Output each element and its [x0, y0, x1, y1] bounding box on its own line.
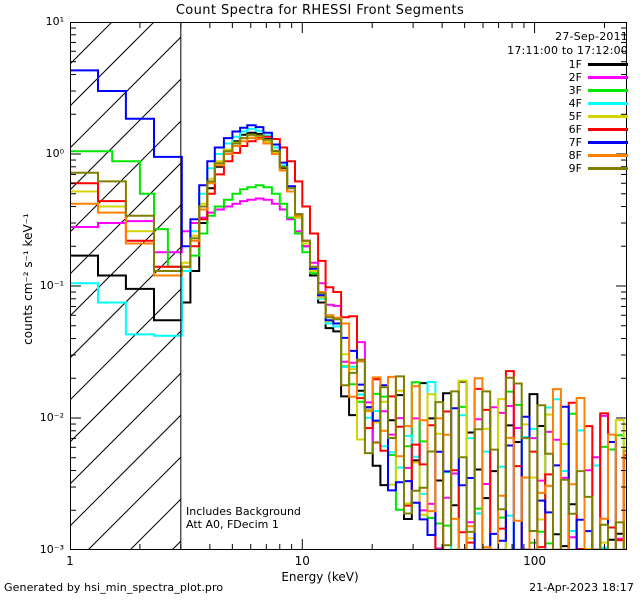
hatched-region — [70, 22, 181, 550]
legend-item-4f: 4F — [438, 97, 628, 110]
legend-item-label: 9F — [568, 162, 582, 175]
legend-item-5f: 5F — [438, 110, 628, 123]
legend-item-label: 7F — [568, 136, 582, 149]
footer-generated-by: Generated by hsi_min_spectra_plot.pro — [4, 581, 224, 594]
legend-color-swatch — [588, 167, 628, 170]
x-tick-label: 100 — [523, 554, 547, 568]
series-line-9f — [70, 133, 627, 550]
legend-time-range: 17:11:00 to 17:12:00 — [507, 44, 628, 57]
legend-color-swatch — [588, 63, 628, 66]
legend-color-swatch — [588, 102, 628, 105]
footer-timestamp: 21-Apr-2023 18:17 — [529, 581, 634, 594]
y-tick-label: 10⁰ — [45, 147, 64, 160]
legend-item-1f: 1F — [438, 58, 628, 71]
legend-item-8f: 8F — [438, 149, 628, 162]
legend-item-3f: 3F — [438, 84, 628, 97]
legend-color-swatch — [588, 128, 628, 131]
x-tick-label: 10 — [294, 554, 310, 568]
series-line-3f — [70, 150, 627, 550]
y-tick-label: 10⁻² — [39, 411, 64, 424]
legend-color-swatch — [588, 154, 628, 157]
legend-item-label: 8F — [568, 149, 582, 162]
legend-date: 27-Sep-2011 — [555, 30, 628, 43]
legend-color-swatch — [588, 89, 628, 92]
legend-item-label: 6F — [568, 123, 582, 136]
legend-color-swatch — [588, 76, 628, 79]
legend-color-swatch — [588, 141, 628, 144]
y-tick-label: 10⁻³ — [39, 543, 64, 556]
legend-item-label: 2F — [568, 71, 582, 84]
legend-item-2f: 2F — [438, 71, 628, 84]
legend-item-6f: 6F — [438, 123, 628, 136]
legend: 27-Sep-2011 17:11:00 to 17:12:00 1F 2F 3F 4… — [438, 30, 628, 175]
legend-item-9f: 9F — [438, 162, 628, 175]
legend-item-label: 3F — [568, 84, 582, 97]
y-tick-label: 10⁻¹ — [39, 279, 64, 292]
annotation-includes-background: Includes Background — [186, 505, 301, 518]
y-tick-label: 10¹ — [45, 15, 64, 28]
legend-item-label: 1F — [568, 58, 582, 71]
x-axis-label: Energy (keV) — [281, 570, 359, 584]
annotation-attenuator: Att A0, FDecim 1 — [186, 518, 279, 531]
page-title: Count Spectra for RHESSI Front Segments — [175, 3, 465, 18]
spectra-chart — [70, 22, 627, 550]
plot-area — [70, 22, 627, 550]
legend-color-swatch — [588, 115, 628, 118]
legend-item-label: 4F — [568, 97, 582, 110]
legend-item-7f: 7F — [438, 136, 628, 149]
series-line-2f — [70, 197, 627, 550]
x-tick-label: 1 — [66, 554, 74, 568]
legend-item-label: 5F — [568, 110, 582, 123]
